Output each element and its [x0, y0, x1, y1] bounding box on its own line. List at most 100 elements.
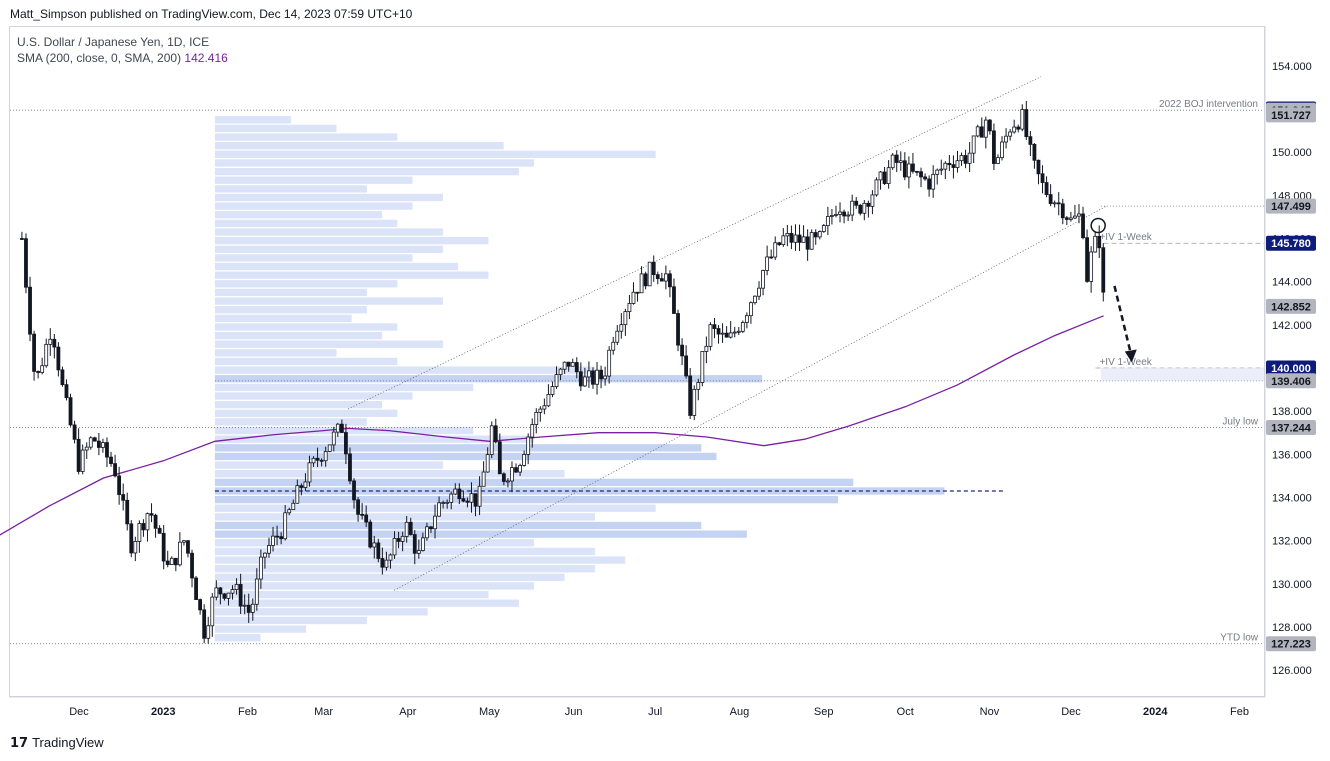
time-tick-label: Dec [1061, 706, 1081, 718]
candle-body [453, 488, 458, 495]
candle-body [902, 160, 907, 178]
candle-body [526, 436, 531, 455]
candle-body [663, 273, 668, 282]
candle-body [684, 355, 689, 377]
candle-body [963, 155, 968, 164]
candle-body [890, 154, 895, 169]
volume-profile-row [214, 314, 352, 323]
candle-body [578, 371, 583, 387]
time-tick-label: Nov [980, 706, 1000, 718]
level-label: YTD low [1220, 633, 1259, 644]
volume-profile-row [214, 418, 367, 426]
trend-channel [347, 76, 1107, 591]
volume-profile-row [214, 383, 474, 392]
candle-body [28, 286, 32, 335]
candle-body [323, 451, 328, 462]
candle-body [967, 152, 972, 164]
volume-profile-row [214, 547, 595, 556]
candle-body [866, 202, 871, 207]
candle-body [631, 291, 636, 304]
candle-body [522, 454, 527, 466]
candle-body [805, 236, 810, 250]
candle-body [64, 384, 69, 399]
volume-profile-row [214, 306, 367, 314]
candle-body [206, 625, 211, 639]
candle-body [643, 273, 648, 287]
level-label: +IV 1-Week [1099, 357, 1152, 368]
candle-body [388, 554, 393, 561]
price-badges: 152.000151.945151.727147.499145.780142.8… [1266, 101, 1316, 652]
candle-body [408, 521, 413, 535]
candle-body [1085, 237, 1089, 282]
candle-body [36, 371, 41, 373]
volume-profile-row [214, 409, 398, 417]
volume-profile-row [214, 573, 565, 581]
candle-body [740, 322, 745, 332]
candle-body [461, 498, 466, 502]
time-axis: Dec 2023 Feb Mar Apr May Jun Jul Aug Sep Oct Nov Dec… [69, 706, 1249, 718]
candle-body [830, 215, 834, 217]
candle-body [72, 424, 77, 440]
candle-body [1101, 247, 1106, 293]
price-tick-label: 132.000 [1272, 536, 1312, 548]
candle-body [465, 500, 470, 503]
volume-profile-row [214, 228, 443, 236]
candle-body [137, 523, 142, 542]
candle-body [870, 194, 875, 207]
candle-body [550, 386, 555, 395]
candle-body [825, 216, 830, 226]
candle-body [728, 332, 733, 338]
candle-body [1089, 251, 1094, 282]
sma-value: 142.416 [184, 51, 228, 65]
brand-name: TradingView [32, 735, 104, 750]
candle-body [218, 587, 223, 595]
tradingview-brand[interactable]: 17 TradingView [10, 735, 104, 751]
candle-body [574, 362, 579, 373]
candle-body [238, 584, 243, 607]
candle-body [1032, 143, 1037, 161]
candle-body [169, 557, 174, 565]
candle-body [919, 171, 923, 178]
volume-profile-row [214, 590, 489, 599]
candle-body [384, 559, 389, 568]
candle-body [250, 603, 255, 613]
volume-profile-row [214, 193, 443, 202]
volume-profile-row [214, 452, 717, 461]
price-tick-label: 138.000 [1272, 406, 1312, 418]
candle-body [80, 449, 85, 472]
candle-body [331, 431, 336, 446]
volume-profile-row [214, 470, 565, 478]
volume-profile-row [214, 323, 398, 331]
candle-body [145, 513, 150, 531]
price-badge-value: 137.244 [1271, 422, 1312, 434]
candle-body [587, 370, 591, 378]
candle-body [595, 369, 599, 385]
volume-profile-row [214, 426, 474, 435]
candle-body [149, 513, 154, 516]
candle-body [744, 315, 749, 323]
price-badge-value: 147.499 [1271, 201, 1311, 213]
candle-body [915, 170, 919, 173]
candle-body [481, 471, 486, 487]
candle-body [445, 501, 450, 504]
candle-body [425, 526, 429, 539]
candle-body [801, 236, 806, 243]
candle-body [1077, 213, 1081, 217]
candle-body [688, 375, 693, 416]
candle-body [307, 462, 312, 483]
candle-body [680, 344, 684, 357]
candle-body [623, 311, 628, 326]
candle-body [603, 375, 608, 380]
candle-body [757, 287, 761, 297]
candle-body [659, 278, 664, 282]
candle-body [117, 475, 122, 495]
candle-body [287, 509, 292, 514]
candle-body [376, 542, 381, 559]
candle-body [797, 234, 802, 243]
candle-body [1064, 217, 1069, 220]
price-badge [1266, 298, 1316, 314]
candle-body [125, 499, 130, 525]
candle-body [1024, 109, 1029, 138]
candle-body [364, 514, 369, 523]
